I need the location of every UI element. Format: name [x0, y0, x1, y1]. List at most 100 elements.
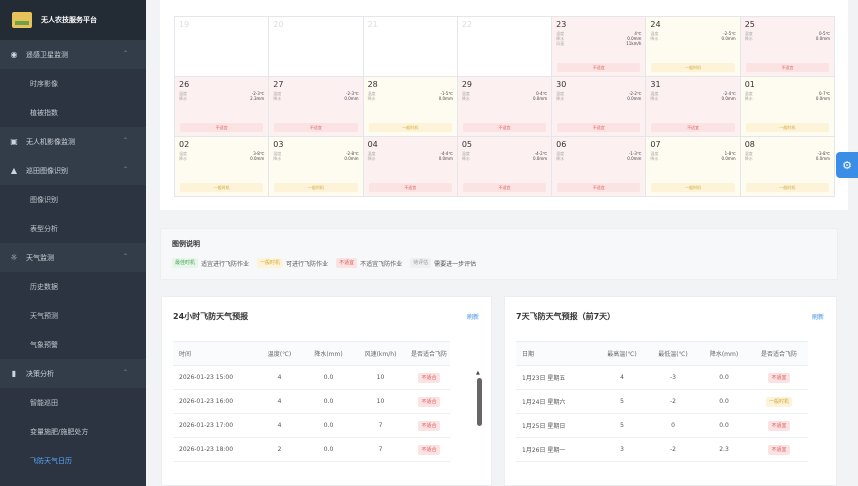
table-cell: 5 — [596, 413, 648, 438]
sidebar-item[interactable]: 天气预测 — [30, 311, 58, 320]
table-cell: 2026-01-23 16:00 — [173, 389, 255, 414]
day-number: 25 — [744, 20, 755, 29]
weather-row: 降水 0.0mm — [745, 36, 830, 41]
table-row[interactable]: 1月25日 星期日 5 0 0.0 不适宜 — [516, 413, 808, 438]
refresh-button[interactable]: 刷新 — [466, 314, 479, 321]
calendar-day-cell[interactable]: 31 温度 -2-4℃ 降水 0.0mm 不适宜 — [646, 77, 741, 137]
suitability-tag: 一般时机 — [651, 63, 735, 72]
weather-row: 温度 4℃ — [556, 31, 641, 36]
weather-value: 2.3mm — [250, 96, 265, 101]
scroll-up-icon[interactable]: ▲ — [476, 370, 480, 376]
column-header[interactable]: 是否适合飞防 — [750, 341, 808, 366]
calendar-day-cell[interactable]: 08 温度 -3-8℃ 降水 0.0mm 一般时机 — [740, 137, 835, 197]
weather-row: 温度 -4-2℃ — [462, 151, 547, 156]
column-header[interactable]: 降水(mm) — [304, 341, 353, 366]
sidebar-group[interactable]: ▣ 无人机影像监测 ⌃ — [0, 127, 146, 156]
sidebar-item[interactable]: 历史数据 — [30, 282, 58, 291]
sidebar-group[interactable]: ▲ 巡田图像识别 ⌃ — [0, 156, 146, 185]
table-row[interactable]: 1月23日 星期五 4 -3 0.0 不适宜 — [516, 365, 808, 390]
weather-value: 0.0mm — [532, 96, 548, 101]
weather-label: 温度 — [650, 31, 659, 36]
table-row[interactable]: 2026-01-23 16:00 4 0.0 10 不适合 — [173, 389, 450, 414]
app-logo[interactable]: 无人农技服务平台 — [0, 0, 146, 40]
weather-label: 降水 — [179, 156, 187, 161]
day-number: 05 — [461, 140, 473, 149]
weather-label: 降水 — [650, 96, 659, 101]
calendar-day-cell[interactable]: 01 温度 0-7℃ 降水 0.0mm 一般时机 — [740, 77, 835, 137]
table-cell: 不适合 — [408, 365, 450, 390]
calendar-day-cell[interactable]: 07 温度 1-8℃ 降水 0.0mm 一般时机 — [646, 137, 741, 197]
sidebar-item[interactable]: 气象预警 — [30, 340, 58, 349]
sidebar-item[interactable]: 飞防天气日历 — [30, 456, 72, 465]
sidebar-item[interactable]: 图像识别 — [30, 195, 58, 204]
table-row[interactable]: 1月24日 星期六 5 -2 0.0 一般时机 — [516, 389, 808, 414]
column-header[interactable]: 温度(℃) — [255, 341, 304, 366]
weather-label: 降水 — [744, 96, 753, 101]
column-header[interactable]: 风速(km/h) — [353, 341, 408, 366]
calendar-day-cell[interactable]: 22 — [457, 17, 553, 77]
settings-float-button[interactable]: ⚙ — [836, 152, 858, 178]
calendar-day-cell[interactable]: 28 温度 -1-5℃ 降水 0.0mm 一般时机 — [363, 77, 458, 137]
calendar-day-cell[interactable]: 06 温度 -1-3℃ 降水 0.0mm 不适宜 — [552, 137, 647, 197]
weather-value: 4℃ — [634, 31, 642, 36]
sidebar-item[interactable]: 智能巡田 — [30, 398, 58, 407]
status-badge: 不适宜 — [768, 420, 790, 431]
sidebar-group-label: 巡田图像识别 — [26, 166, 68, 175]
weather-row: 降水 0.0mm — [273, 156, 358, 161]
calendar-day-cell[interactable]: 04 温度 -4-4℃ 降水 0.0mm 不适宜 — [363, 137, 458, 197]
table-scrollbar[interactable]: ▲ — [476, 370, 482, 432]
calendar-day-cell[interactable]: 21 — [363, 17, 458, 77]
column-header[interactable]: 最低温(℃) — [648, 341, 698, 366]
weather-row: 温度 3-8℃ — [179, 151, 264, 156]
weather-label: 温度 — [461, 91, 470, 96]
weather-value: 0.0mm — [250, 156, 265, 161]
calendar-day-cell[interactable]: 29 温度 0-4℃ 降水 0.0mm 不适宜 — [457, 77, 553, 137]
sidebar: 无人农技服务平台 ◉ 遥感卫星监测 ⌃ 时序影像植被指数 ▣ 无人机影像监测 ⌃ ▲ 巡田图像识… — [0, 0, 146, 486]
table-row[interactable]: 2026-01-23 15:00 4 0.0 10 不适合 — [173, 365, 450, 390]
calendar-day-cell[interactable]: 23 温度 4℃ 降水 0.0mm 风速 11km/h 不适宜 — [552, 17, 647, 77]
calendar-day-cell[interactable]: 03 温度 -2-8℃ 降水 0.0mm 一般时机 — [269, 137, 364, 197]
column-header[interactable]: 日期 — [516, 341, 596, 366]
sidebar-item[interactable]: 变量施肥/施肥处方 — [30, 427, 89, 436]
forecast-24h-panel: 24小时飞防天气预报 刷新 时间 温度(℃) 降水(mm) 风速(km/h) 是否适合飞… — [161, 296, 492, 486]
table-row[interactable]: 1月26日 星期一 3 -2 2.3 不适宜 — [516, 437, 808, 462]
weather-value: 0.0mm — [721, 36, 736, 41]
calendar-day-cell[interactable]: 24 温度 -2-5℃ 降水 0.0mm 一般时机 — [646, 17, 741, 77]
calendar-day-cell[interactable]: 30 温度 -2-2℃ 降水 0.0mm 不适宜 — [552, 77, 647, 137]
status-badge: 不适合 — [418, 420, 440, 431]
status-badge: 不适宜 — [768, 444, 790, 455]
weather-row: 降水 0.0mm — [368, 156, 453, 161]
weather-label: 降水 — [367, 96, 376, 101]
weather-row: 降水 0.0mm — [745, 156, 830, 161]
column-header[interactable]: 降水(mm) — [698, 341, 750, 366]
weather-row: 降水 0.0mm — [179, 156, 264, 161]
column-header[interactable]: 时间 — [173, 341, 255, 366]
sidebar-group[interactable]: ☼ 天气监测 ⌃ — [0, 243, 146, 272]
calendar-day-cell[interactable]: 05 温度 -4-2℃ 降水 0.0mm 不适宜 — [457, 137, 553, 197]
sidebar-group[interactable]: ◉ 遥感卫星监测 ⌃ — [0, 40, 146, 69]
weather-row: 降水 0.0mm — [556, 156, 641, 161]
sidebar-item[interactable]: 时序影像 — [30, 79, 58, 88]
sidebar-group-label: 遥感卫星监测 — [26, 50, 68, 59]
calendar-day-cell[interactable]: 26 温度 -2-3℃ 降水 2.3mm 不适宜 — [175, 77, 270, 137]
calendar-day-cell[interactable]: 20 — [269, 17, 364, 77]
table-row[interactable]: 2026-01-23 18:00 2 0.0 7 不适合 — [173, 437, 450, 462]
calendar-day-cell[interactable]: 25 温度 0-5℃ 降水 0.0mm 不适宜 — [740, 17, 835, 77]
refresh-button[interactable]: 刷新 — [811, 314, 824, 321]
weather-value: 0.0mm — [815, 156, 830, 161]
table-cell: 不适宜 — [750, 437, 808, 462]
sidebar-item[interactable]: 植被指数 — [30, 108, 58, 117]
calendar-day-cell[interactable]: 02 温度 3-8℃ 降水 0.0mm 一般时机 — [175, 137, 270, 197]
weather-label: 温度 — [556, 91, 565, 96]
sidebar-group[interactable]: ▮ 决策分析 ⌃ — [0, 359, 146, 388]
table-row[interactable]: 2026-01-23 17:00 4 0.0 7 不适合 — [173, 413, 450, 438]
column-header[interactable]: 最高温(℃) — [596, 341, 648, 366]
column-header[interactable]: 是否适合飞防 — [408, 341, 450, 366]
calendar-day-cell[interactable]: 27 温度 -2-3℃ 降水 0.0mm 不适宜 — [269, 77, 364, 137]
suitability-tag: 不适宜 — [462, 183, 547, 192]
calendar-day-cell[interactable]: 19 — [175, 17, 270, 77]
sidebar-item[interactable]: 表型分析 — [30, 224, 58, 233]
weather-row: 降水 0.0mm — [462, 96, 547, 101]
weather-value: -2-3℃ — [251, 91, 265, 96]
scrollbar-thumb[interactable] — [477, 378, 482, 426]
